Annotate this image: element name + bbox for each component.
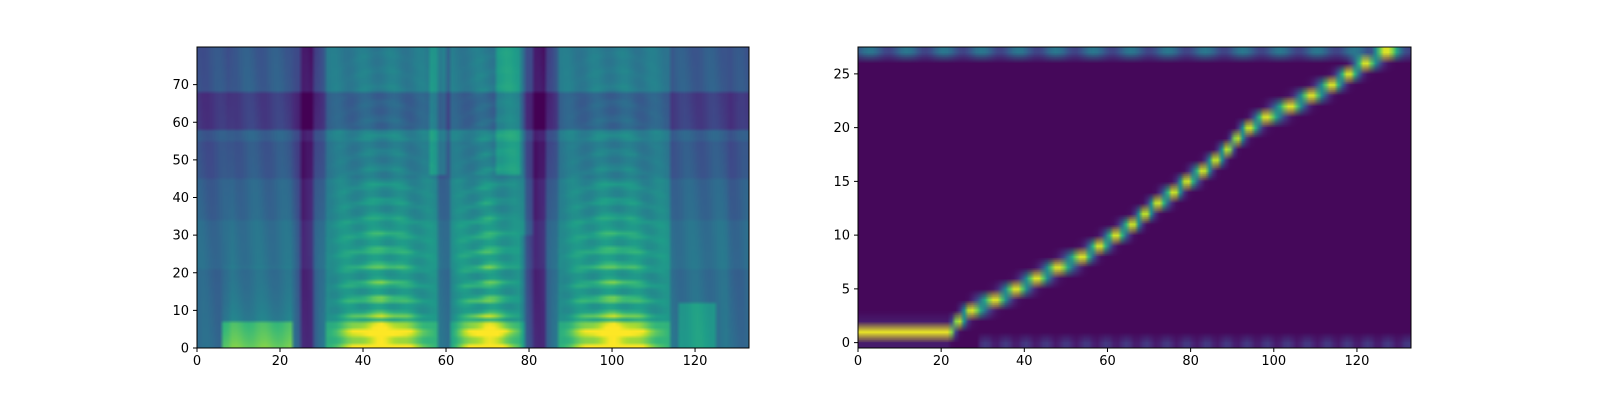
alignment-x-tick-label: 40 [1016, 354, 1033, 369]
spectrogram-x-tick-label: 40 [355, 354, 372, 369]
alignment-y-tick-label: 15 [833, 175, 850, 190]
alignment-x-tick-label: 60 [1099, 354, 1116, 369]
mel-spectrogram-heatmap [197, 47, 749, 348]
alignment-x-tick-label: 80 [1182, 354, 1199, 369]
alignment-panel: 0 20 40 60 80 100 120 0 5 10 15 20 25 [833, 46, 1412, 369]
spectrogram-x-tick-label: 0 [193, 354, 201, 369]
alignment-y-tick-label: 25 [833, 67, 850, 82]
spectrogram-y-tick-label: 30 [172, 229, 189, 244]
alignment-y-tick-label: 0 [842, 336, 850, 351]
alignment-x-tick-label: 120 [1345, 354, 1370, 369]
spectrogram-y-tick-label: 40 [172, 191, 189, 206]
alignment-x-tick-label: 0 [854, 354, 862, 369]
spectrogram-y-tick-label: 50 [172, 153, 189, 168]
spectrogram-y-tick-label: 20 [172, 266, 189, 281]
spectrogram-y-tick-label: 0 [181, 342, 189, 357]
alignment-x-tick-label: 100 [1261, 354, 1286, 369]
alignment-y-tick-label: 5 [842, 282, 850, 297]
spectrogram-y-tick-label: 60 [172, 116, 189, 131]
alignment-y-tick-label: 10 [833, 229, 850, 244]
spectrogram-x-tick-label: 20 [272, 354, 289, 369]
spectrogram-x-tick-label: 100 [600, 354, 625, 369]
spectrogram-frame [196, 46, 750, 349]
alignment-heatmap [858, 47, 1411, 348]
alignment-y-tick-label: 20 [833, 121, 850, 136]
spectrogram-x-tick-label: 120 [683, 354, 708, 369]
alignment-x-tick-label: 20 [933, 354, 950, 369]
spectrogram-x-tick-label: 80 [521, 354, 538, 369]
spectrogram-y-tick-label: 10 [172, 304, 189, 319]
mel-spectrogram-panel: 0 20 40 60 80 100 120 0 10 20 30 40 50 60 70 [172, 46, 750, 369]
spectrogram-y-tick-label: 70 [172, 78, 189, 93]
alignment-frame [857, 46, 1412, 349]
spectrogram-x-tick-label: 60 [438, 354, 455, 369]
